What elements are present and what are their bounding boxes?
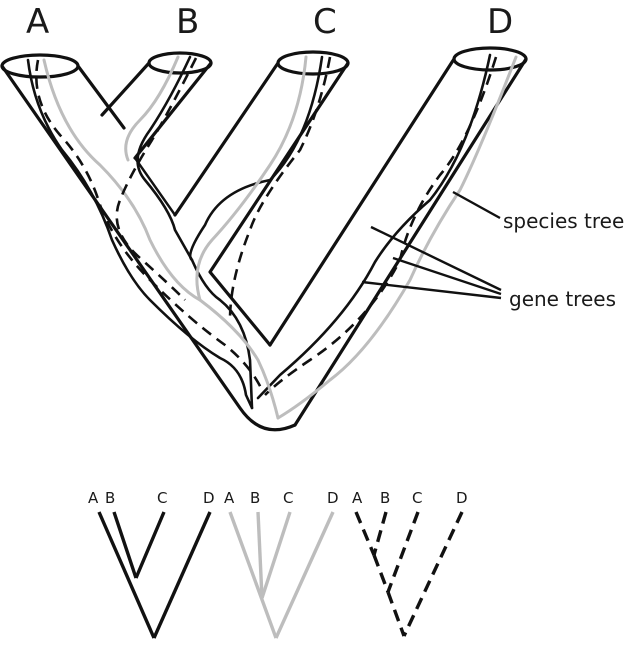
- gene-dashed-lineage-b: [115, 57, 198, 301]
- small-tree-3-tip-c: C: [412, 489, 422, 507]
- small-tree-3-branch-d: [402, 511, 464, 637]
- gene-gray-lineage-b: [124, 55, 180, 162]
- small-tree-1-branch-c: [134, 511, 166, 579]
- small-tree-1-tip-a: A: [88, 489, 99, 507]
- gene-black-lineage-d: [256, 53, 492, 400]
- gene-black-lineage-a: [26, 58, 254, 410]
- small-tree-3-tip-b: B: [380, 489, 390, 507]
- tube-wall-b-left: [100, 61, 151, 117]
- small-tree-dashed: A B C D: [352, 489, 468, 637]
- small-tree-1-tip-b: B: [105, 489, 115, 507]
- gene-gray-lineage-a: [42, 58, 280, 420]
- gene-tree-gray-solid: [42, 55, 518, 420]
- gene-dashed-lineage-a: [35, 59, 264, 391]
- small-tree-3-branch-b: [372, 511, 388, 556]
- tube-wall-d-inner: [268, 57, 456, 347]
- taxon-label-d: D: [487, 2, 513, 42]
- gene-dashed-lineage-d: [264, 56, 498, 396]
- small-tree-2-tip-d: D: [327, 489, 339, 507]
- species-tree-tube: [0, 46, 528, 432]
- gene-trees-label: gene trees: [509, 287, 616, 311]
- small-tree-2-branch-c: [260, 511, 292, 599]
- tube-wall-c-right: [208, 61, 350, 347]
- small-tree-2-branch-d: [274, 511, 335, 639]
- small-tree-3-branch-c: [386, 511, 420, 593]
- tube-wall-a-inner: [76, 64, 126, 130]
- small-tree-1-branch-b: [112, 511, 138, 579]
- tube-outer-left-wall: [0, 64, 297, 432]
- gene-tree-pointer-2: [392, 256, 502, 296]
- tube-wall-c-left: [173, 61, 280, 217]
- tube-opening-b: [147, 51, 213, 75]
- small-tree-2-branch-b: [256, 511, 264, 599]
- small-tree-1-branch-d: [152, 511, 212, 639]
- taxon-label-c: C: [313, 2, 337, 42]
- gene-tree-black-dashed: [35, 56, 498, 396]
- gene-tree-pointer-1: [370, 225, 502, 292]
- small-tree-1-tip-d: D: [203, 489, 215, 507]
- gene-gray-lineage-c: [195, 55, 308, 302]
- small-tree-2-tip-c: C: [283, 489, 293, 507]
- small-tree-gray: A B C D: [224, 489, 339, 639]
- small-tree-3-branch-ab: [372, 554, 390, 593]
- gene-gray-lineage-d: [276, 55, 518, 420]
- gene-black-lineage-c: [188, 55, 324, 262]
- taxon-label-b: B: [176, 2, 199, 42]
- tube-outer-right-wall: [293, 57, 528, 427]
- gene-tree-pointer-3: [361, 280, 502, 300]
- small-tree-3-branch-abc: [386, 591, 406, 637]
- small-tree-2-tip-a: A: [224, 489, 235, 507]
- species-tree-pointer: [452, 190, 501, 220]
- tube-wall-b-right: [133, 61, 213, 160]
- small-tree-3-tip-a: A: [352, 489, 363, 507]
- small-tree-3-tip-d: D: [456, 489, 468, 507]
- small-tree-2-branch-a: [228, 511, 278, 639]
- small-tree-2-tip-b: B: [250, 489, 260, 507]
- gene-dashed-lineage-c: [228, 56, 332, 321]
- taxon-label-a: A: [26, 2, 49, 42]
- tube-opening-a: [0, 53, 80, 79]
- tube-opening-c: [276, 50, 350, 76]
- small-tree-1-tip-c: C: [157, 489, 167, 507]
- small-tree-3-branch-a: [354, 511, 376, 556]
- species-tree-label: species tree: [503, 209, 624, 233]
- small-tree-black: A B C D: [88, 489, 215, 639]
- small-tree-1-branch-a: [97, 511, 156, 639]
- tube-wall-ab-merge: [133, 156, 177, 217]
